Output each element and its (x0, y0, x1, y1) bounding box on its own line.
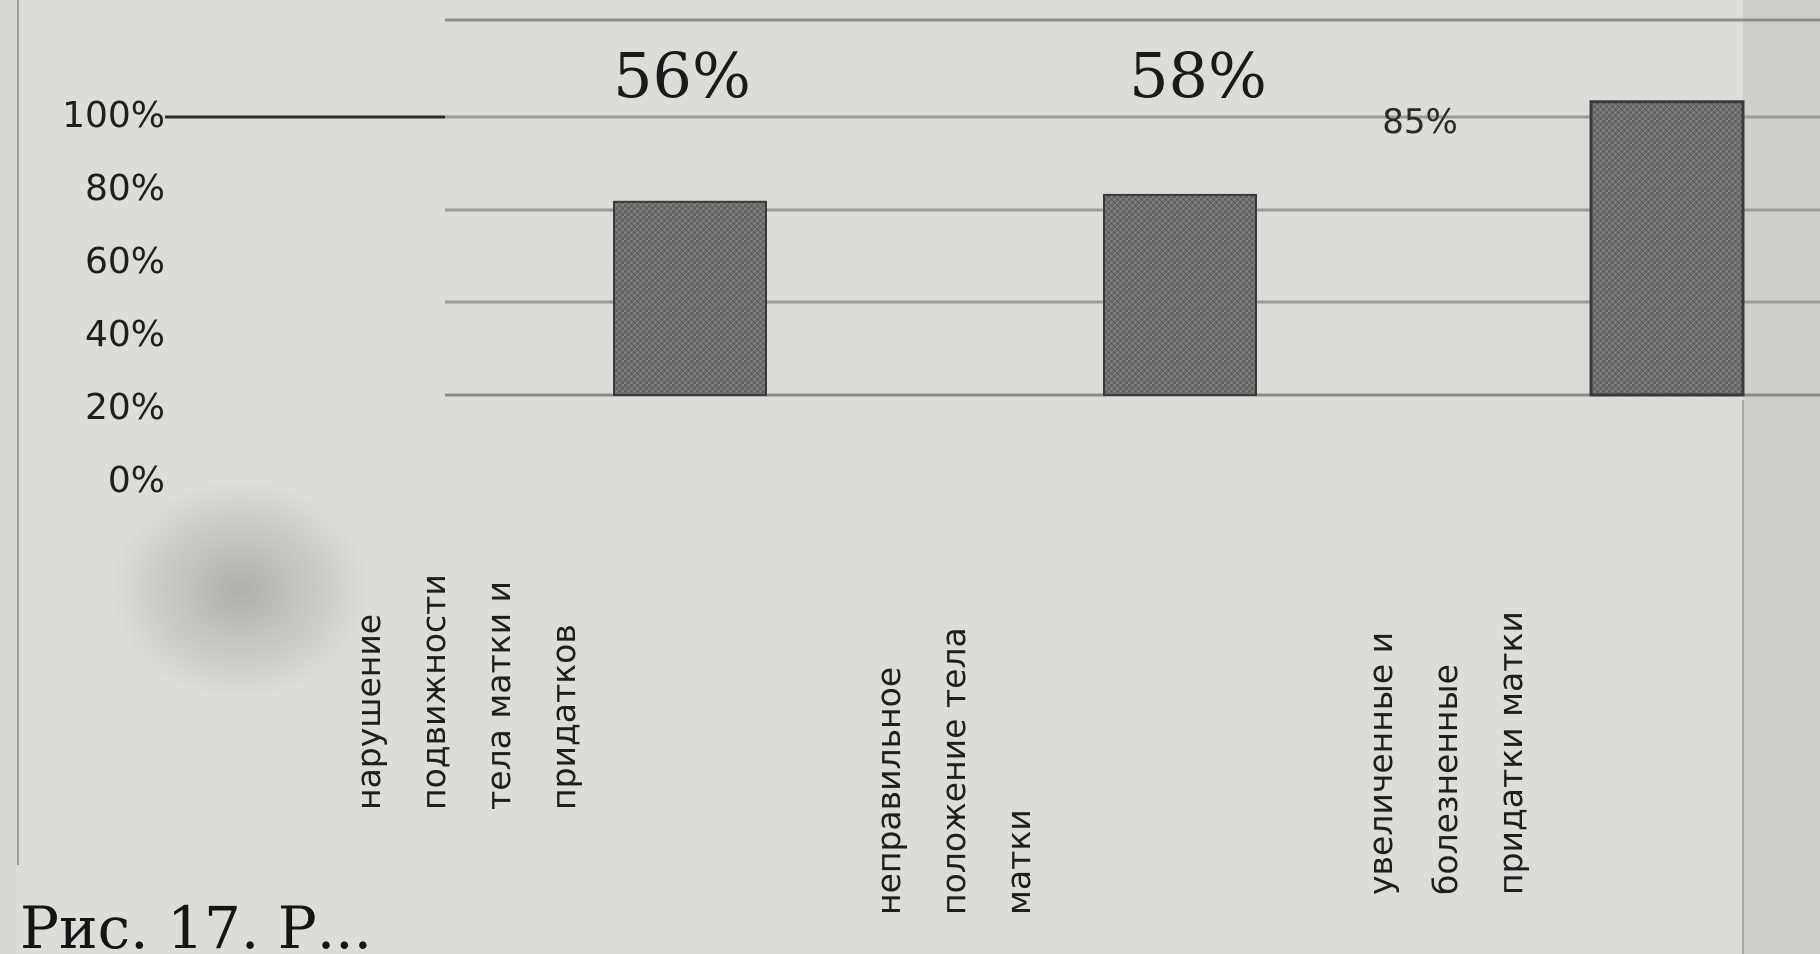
category-label-line: придатков (544, 624, 583, 810)
category-label-line: придатки матки (1491, 611, 1530, 895)
category-label: увеличенные и болезненные придатки матки (1361, 611, 1530, 895)
category-label-line: матки (999, 809, 1038, 915)
category-label-line: тела матки и (479, 581, 518, 810)
plot-background (16, 0, 1743, 954)
category-label: неправильное положение тела матки (869, 627, 1038, 915)
data-label: 56% (613, 39, 751, 112)
y-tick-labels: 100% 80% 60% 40% 20% 0% (62, 95, 165, 501)
data-label: 58% (1129, 39, 1267, 112)
y-tick-label: 60% (85, 241, 165, 282)
category-label-line: подвижности (414, 574, 453, 810)
category-label-line: неправильное (869, 667, 908, 915)
category-label-line: болезненные (1426, 664, 1465, 895)
figure-caption: Рис. 17. Р... (20, 894, 372, 954)
smudge (110, 480, 370, 700)
data-labels: 56% 58% 85% (613, 39, 1458, 142)
y-tick-label: 20% (85, 387, 165, 428)
y-tick-label: 40% (85, 314, 165, 355)
bar (1103, 193, 1257, 396)
right-margin (1743, 0, 1820, 954)
y-tick-label: 100% (62, 95, 165, 136)
y-tick-label: 80% (85, 168, 165, 209)
category-label-line: нарушение (349, 614, 388, 810)
category-labels: нарушение подвижности тела матки и прида… (349, 574, 1530, 915)
category-label: нарушение подвижности тела матки и прида… (349, 574, 583, 810)
bars (613, 100, 1745, 397)
bar (613, 200, 767, 396)
category-label-line: увеличенные и (1361, 632, 1400, 895)
category-label-line: положение тела (934, 627, 973, 915)
bar (1589, 100, 1745, 397)
data-label: 85% (1382, 102, 1458, 142)
y-tick-label: 0% (108, 460, 165, 501)
